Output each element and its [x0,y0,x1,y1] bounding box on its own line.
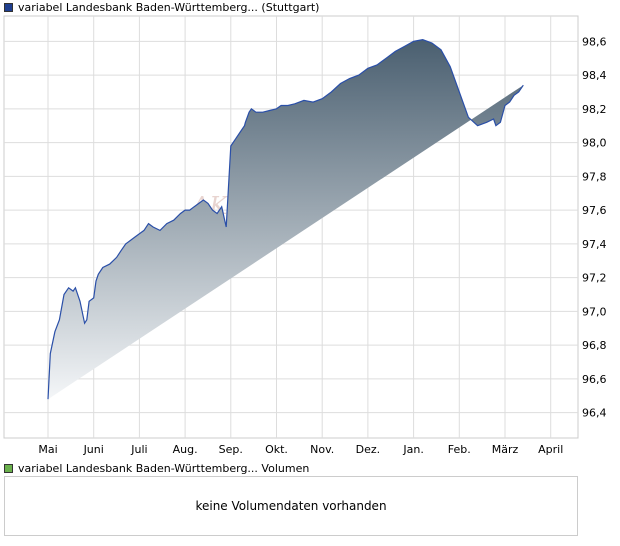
y-tick-label: 97,0 [582,305,607,318]
x-tick-label: Nov. [310,443,334,456]
x-tick-label: Dez. [356,443,381,456]
x-tick-label: Juli [130,443,147,456]
x-tick-label: Aug. [173,443,198,456]
y-tick-label: 97,8 [582,170,607,183]
volume-legend-swatch [4,463,13,473]
x-tick-label: Mai [38,443,57,456]
price-legend-swatch [4,2,13,12]
volume-series-legend: variabel Landesbank Baden-Württemberg...… [4,461,309,475]
y-tick-label: 98,2 [582,103,607,116]
y-tick-label: 98,0 [582,137,607,150]
price-series-legend: variabel Landesbank Baden-Württemberg...… [4,0,319,14]
y-tick-label: 97,4 [582,238,607,251]
y-tick-label: 96,6 [582,373,607,386]
no-volume-message: keine Volumendaten vorhanden [195,499,387,513]
x-tick-label: Juni [83,443,104,456]
x-tick-label: März [492,443,519,456]
x-axis-tick-labels: Mai Juni Juli Aug. Sep. Okt. Nov. Dez. Jan. Feb. M… [38,443,563,456]
y-tick-label: 97,2 [582,272,607,285]
price-legend-label: variabel Landesbank Baden-Württemberg...… [18,0,320,14]
x-tick-label: April [538,443,563,456]
x-tick-label: Feb. [448,443,471,456]
y-tick-label: 96,4 [582,407,607,420]
volume-chart-panel: keine Volumendaten vorhanden [4,476,578,536]
y-tick-label: 97,6 [582,204,607,217]
y-axis-tick-labels: 96,4 96,6 96,8 97,0 97,2 97,4 97,6 97,8 98,0 98,2… [582,35,607,419]
volume-legend-label: variabel Landesbank Baden-Württemberg...… [18,461,310,475]
y-tick-label: 98,4 [582,69,607,82]
x-tick-label: Jan. [402,443,423,456]
y-tick-label: 96,8 [582,339,607,352]
y-tick-label: 98,6 [582,35,607,48]
x-tick-label: Okt. [265,443,288,456]
x-tick-label: Sep. [219,443,243,456]
price-area [48,39,524,400]
price-line [47,38,524,400]
grid-lines [4,16,578,438]
price-chart: AKTIEN 96,496,696,897,097,297,497,697,89… [3,15,607,456]
